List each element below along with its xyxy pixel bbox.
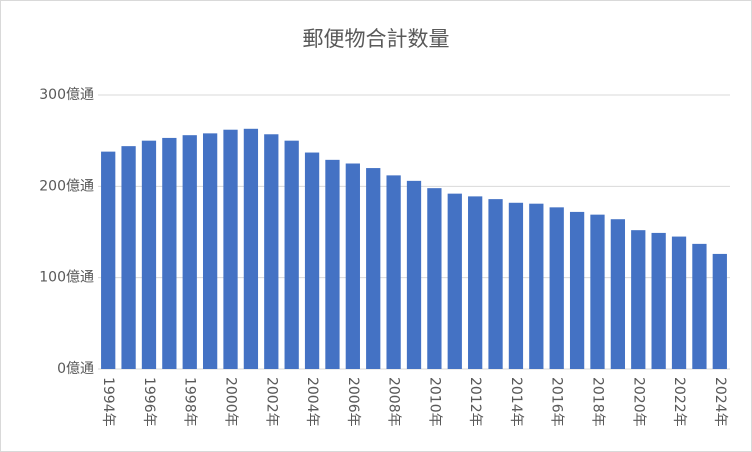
bar xyxy=(325,159,340,369)
bar xyxy=(529,203,544,369)
bar xyxy=(631,230,646,369)
x-tick-label: 1998年 xyxy=(182,377,198,427)
x-tick-label: 2002年 xyxy=(263,377,279,427)
bar xyxy=(468,196,483,369)
x-tick-label: 2022年 xyxy=(671,377,687,427)
x-tick-label: 2004年 xyxy=(304,377,320,427)
bar xyxy=(223,129,238,369)
x-tick-label: 2012年 xyxy=(467,377,483,427)
x-tick-label: 1996年 xyxy=(141,377,157,427)
bar xyxy=(243,128,259,369)
bar xyxy=(651,232,666,369)
x-tick-label: 2000年 xyxy=(223,377,239,427)
bar xyxy=(264,134,279,369)
x-tick-label: 2010年 xyxy=(426,377,442,427)
bar xyxy=(590,214,605,369)
x-tick-label: 2008年 xyxy=(386,377,402,427)
bar xyxy=(366,168,381,369)
x-tick-label: 2020年 xyxy=(630,377,646,427)
bar xyxy=(427,188,442,369)
y-tick-label: 300億通 xyxy=(39,87,94,103)
bar xyxy=(345,163,360,369)
x-tick-label: 2014年 xyxy=(508,377,524,427)
y-tick-label: 200億通 xyxy=(39,178,94,194)
x-tick-label: 2018年 xyxy=(589,377,605,427)
bar xyxy=(692,243,707,369)
bar xyxy=(202,133,218,369)
bar xyxy=(162,137,177,369)
bar xyxy=(488,199,503,369)
bar xyxy=(101,151,116,369)
bar xyxy=(304,152,320,369)
bar xyxy=(569,211,585,369)
bar xyxy=(121,146,136,369)
y-tick-label: 0億通 xyxy=(57,361,94,377)
bar xyxy=(549,207,564,369)
bar xyxy=(141,140,157,369)
x-tick-label: 2016年 xyxy=(549,377,565,427)
bar xyxy=(284,140,299,369)
bar xyxy=(447,193,462,369)
chart-title: 郵便物合計数量 xyxy=(303,27,450,51)
bar xyxy=(406,180,422,369)
bar xyxy=(671,236,687,369)
bar xyxy=(386,175,401,369)
x-tick-label: 1994年 xyxy=(100,377,116,427)
bar xyxy=(182,135,197,369)
x-tick-label: 2006年 xyxy=(345,377,361,427)
bar xyxy=(610,219,626,369)
x-tick-label: 2024年 xyxy=(712,377,728,427)
bar xyxy=(508,202,524,369)
bar xyxy=(712,253,727,369)
y-tick-label: 100億通 xyxy=(39,270,94,286)
